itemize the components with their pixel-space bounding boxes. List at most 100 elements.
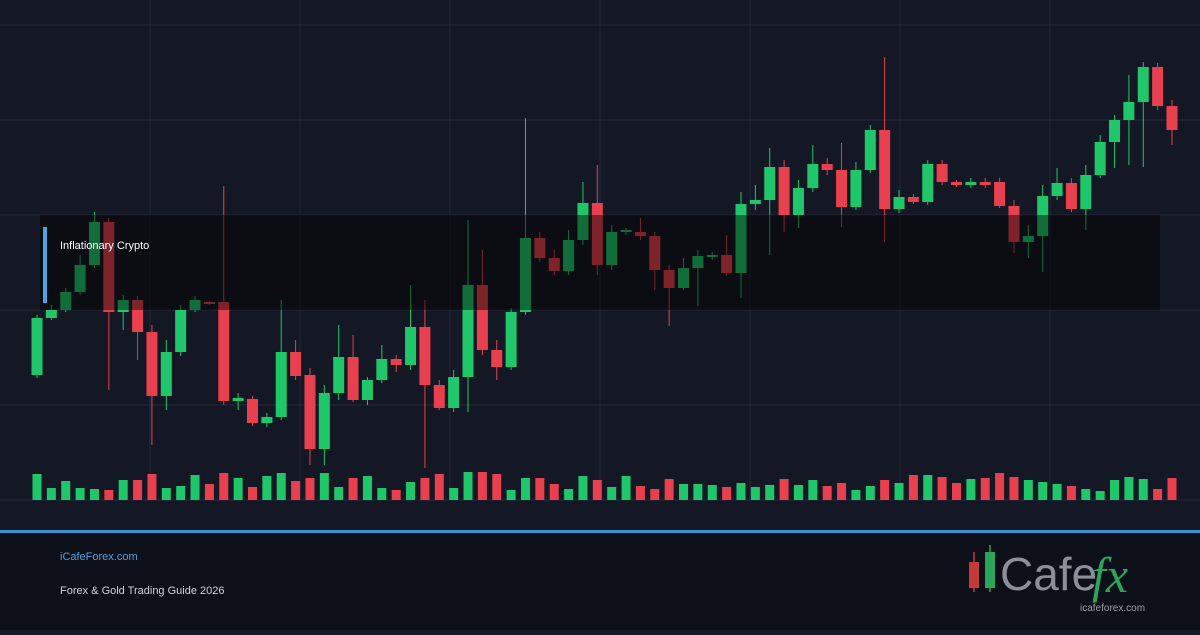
candle-body (1137, 67, 1149, 102)
volume-bar (434, 474, 444, 500)
volume-bar (449, 488, 459, 500)
volume-bar (305, 478, 315, 500)
candle-body (1022, 236, 1034, 242)
volume-bar (923, 475, 933, 500)
volume-bar (1038, 482, 1048, 500)
candle-body (74, 265, 86, 292)
volume-bar (147, 474, 157, 500)
volume-bar (549, 484, 559, 500)
site-link[interactable]: iCafeForex.com (60, 551, 138, 563)
candle-body (979, 182, 991, 185)
volume-bar (1110, 480, 1120, 500)
volume-bar (362, 476, 372, 500)
logo-candle (969, 562, 979, 588)
annotation: Inflationary Crypto (60, 240, 149, 252)
candle-body (146, 332, 158, 396)
candle-body (678, 268, 690, 288)
candle-body (103, 222, 115, 312)
volume-bar (1153, 489, 1163, 500)
volume-bar (420, 478, 430, 500)
volume-bar (1095, 491, 1105, 500)
volume-bar (61, 481, 71, 500)
candle-body (764, 167, 776, 200)
candle-body (749, 200, 761, 204)
volume-bar (1009, 477, 1019, 500)
volume-bar (966, 479, 976, 500)
volume-bar (1138, 479, 1148, 500)
candle-body (433, 385, 445, 408)
candle-body (591, 203, 603, 265)
volume-bar (1167, 478, 1177, 500)
volume-bar (204, 484, 214, 500)
candle-body (821, 164, 833, 170)
candle-body (563, 240, 575, 271)
candle-body (290, 352, 302, 376)
volume-bar (980, 478, 990, 500)
candle-body (361, 380, 373, 400)
volume-bar (607, 487, 617, 500)
candle-body (850, 170, 862, 207)
candle-body (462, 285, 474, 377)
volume-bar (176, 486, 186, 500)
candle-body (649, 236, 661, 270)
footer-divider (0, 530, 1200, 533)
candle-body (1080, 175, 1092, 209)
candle-body (1065, 183, 1077, 209)
volume-bar (75, 488, 85, 500)
volume-bar (334, 487, 344, 500)
volume-bar (679, 484, 689, 500)
logo-url: icafeforex.com (1080, 603, 1145, 614)
volume-bar (1052, 484, 1062, 500)
footer (0, 532, 1200, 630)
logo-word: Cafe (1000, 548, 1097, 600)
candle-body (505, 312, 517, 367)
candle-body (807, 164, 819, 188)
volume-bar (578, 476, 588, 500)
volume-bar (650, 489, 660, 500)
candle-body (318, 393, 330, 449)
volume-bar (406, 482, 416, 500)
volume-bar (822, 486, 832, 500)
volume-bar (621, 476, 631, 500)
candle-body (907, 197, 919, 202)
candle-body (936, 164, 948, 182)
volume-bar (722, 487, 732, 500)
volume-bar (937, 477, 947, 500)
candle-body (577, 203, 589, 240)
candle-body (232, 398, 244, 401)
volume-bar (133, 480, 143, 500)
volume-bar (1023, 480, 1033, 500)
highlight-band (40, 215, 1160, 310)
volume-bar (592, 480, 602, 500)
candle-body (994, 182, 1006, 206)
volume-bar (348, 478, 358, 500)
candle-body (548, 258, 560, 271)
candle-body (491, 350, 503, 367)
candle-body (1109, 120, 1121, 142)
candle-body (261, 417, 273, 423)
volume-bar (1081, 489, 1091, 500)
candle-body (735, 204, 747, 273)
candle-layer (31, 57, 1178, 468)
candle-body (1166, 106, 1178, 130)
volume-bar (564, 489, 574, 500)
candle-body (448, 377, 460, 408)
volume-bar (377, 488, 387, 500)
volume-bar (104, 490, 114, 500)
volume-bar (276, 473, 286, 500)
candle-body (376, 359, 388, 380)
candle-body (189, 300, 201, 310)
candle-body (864, 130, 876, 170)
candle-body (60, 292, 72, 310)
candle-body (175, 310, 187, 352)
candle-body (476, 285, 488, 350)
candle-body (692, 256, 704, 268)
volume-bar (894, 483, 904, 500)
volume-bar (880, 480, 890, 500)
candle-body (347, 357, 359, 400)
logo-candle (985, 552, 995, 588)
volume-bar (779, 479, 789, 500)
volume-layer (32, 472, 1177, 500)
volume-bar (736, 483, 746, 500)
volume-bar (248, 487, 258, 500)
